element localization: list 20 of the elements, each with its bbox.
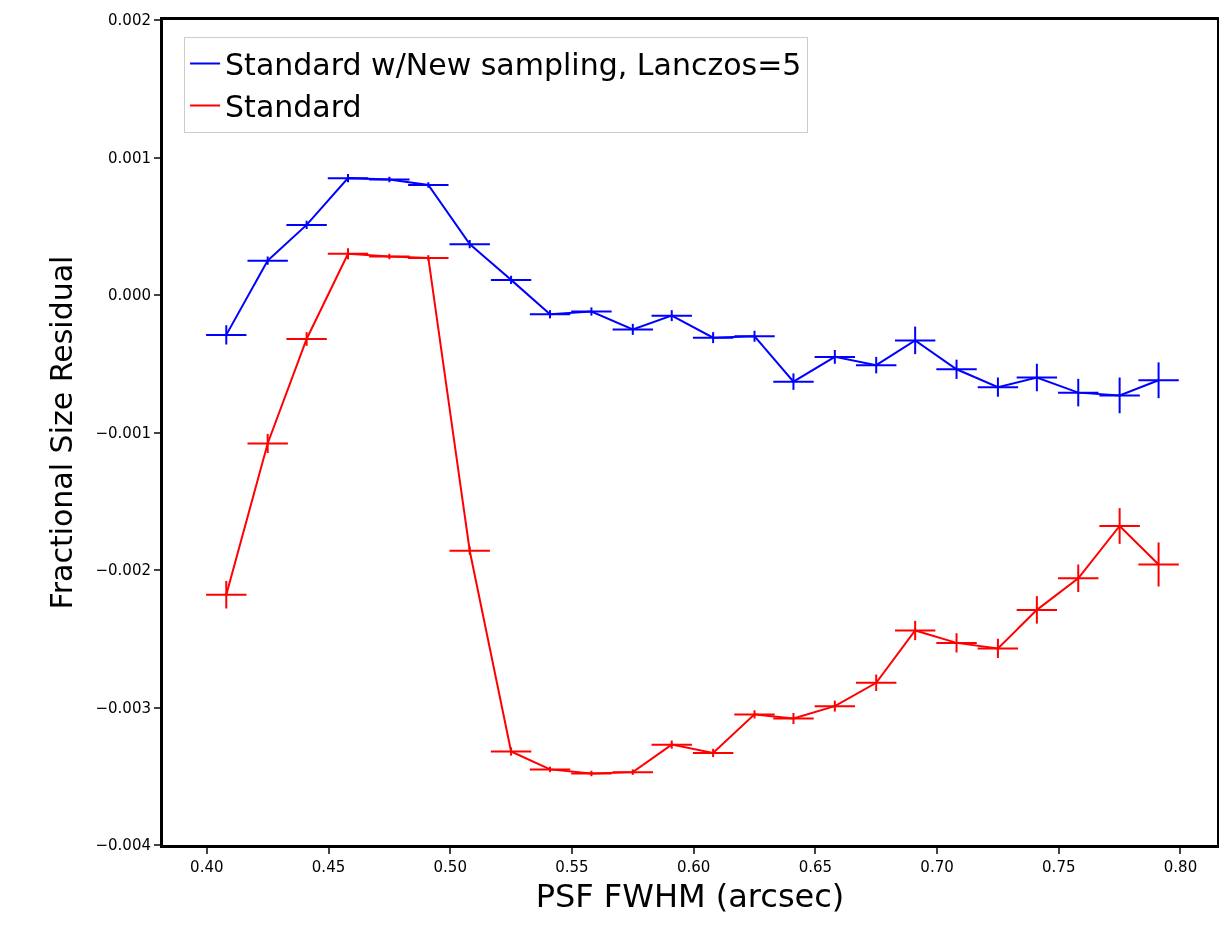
x-axis-title: PSF FWHM (arcsec): [535, 876, 845, 915]
x-tick-label: 0.40: [190, 858, 224, 876]
legend-label: Standard: [225, 89, 362, 125]
legend-label: Standard w/New sampling, Lanczos=5: [225, 47, 802, 83]
y-tick-label: 0.001: [108, 148, 151, 167]
y-tick-label: 0.002: [108, 11, 151, 30]
x-tick-label: 0.80: [1163, 858, 1198, 876]
x-tick-label: 0.55: [555, 858, 589, 876]
x-tick-label: 0.60: [676, 858, 711, 876]
x-tick-label: 0.70: [920, 858, 954, 876]
x-tick-label: 0.75: [1042, 858, 1076, 876]
y-tick-label: −0.002: [95, 561, 151, 580]
y-tick-label: −0.003: [95, 698, 151, 717]
y-tick-label: −0.004: [95, 836, 151, 855]
x-tick-label: 0.45: [311, 858, 346, 876]
y-tick-label: 0.000: [108, 286, 151, 305]
x-tick-label: 0.50: [433, 858, 467, 876]
x-tick-label: 0.65: [798, 858, 833, 876]
y-tick-label: −0.001: [95, 423, 151, 442]
y-axis-title: Fractional Size Residual: [44, 255, 80, 610]
